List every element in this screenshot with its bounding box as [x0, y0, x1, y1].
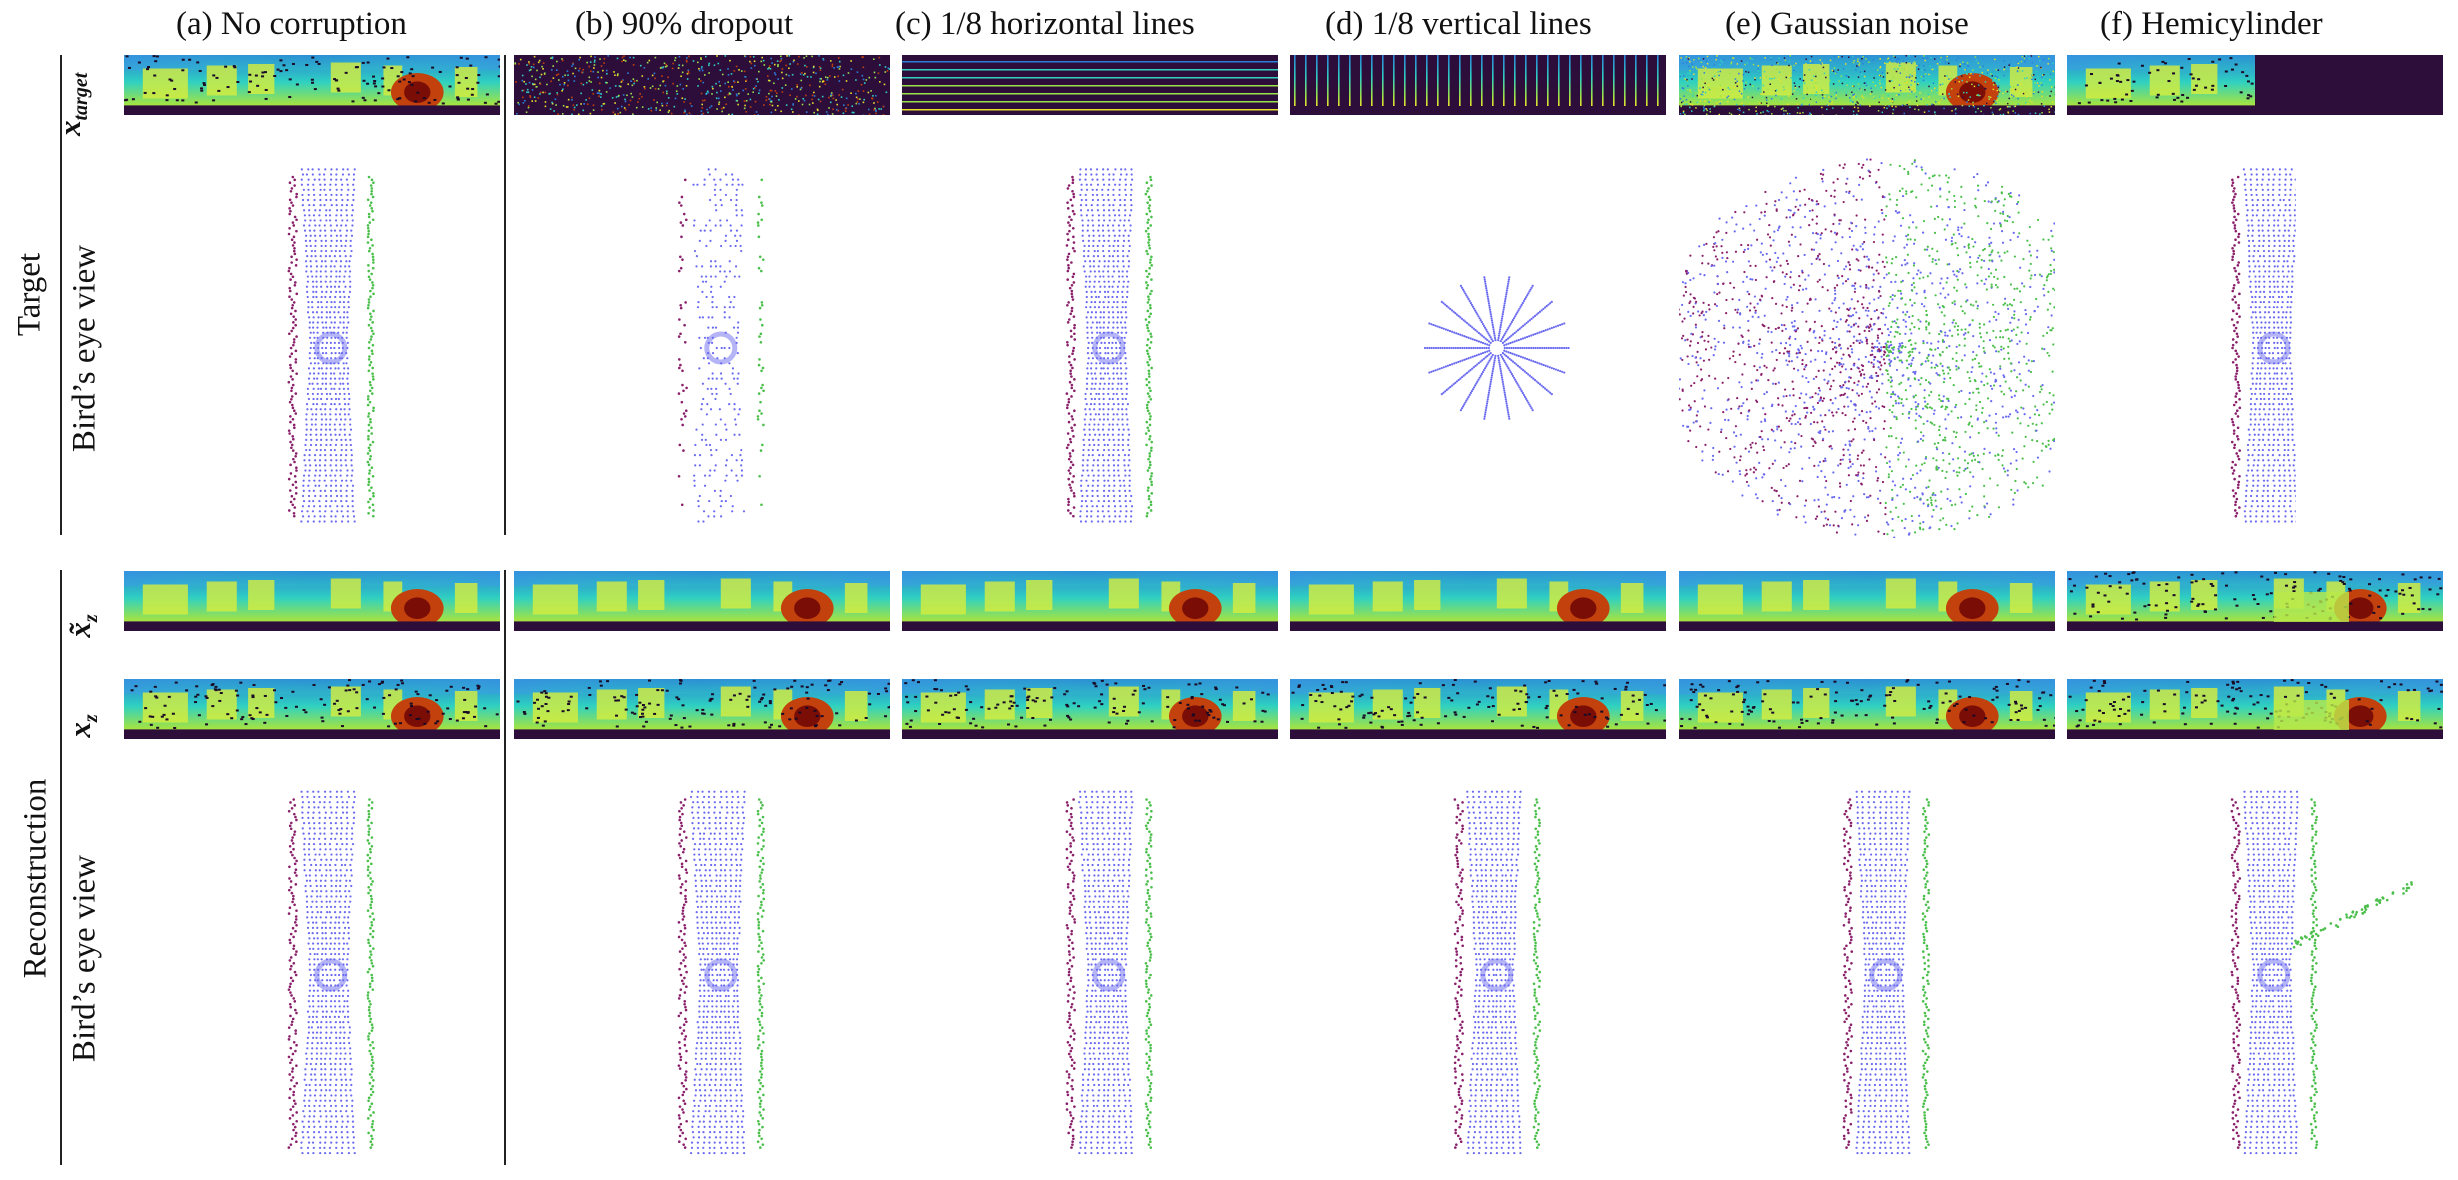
x-target-subscript: target — [70, 72, 93, 121]
range-image-xz-4 — [1679, 679, 2055, 739]
range-image-target-3 — [1290, 55, 1666, 115]
range-image-target-1 — [514, 55, 890, 115]
range-image-xz-5 — [2067, 679, 2443, 739]
range-image-tilde-1 — [514, 571, 890, 631]
range-image-tilde-4 — [1679, 571, 2055, 631]
bev-recon-3 — [1290, 780, 1666, 1170]
range-image-target-5 — [2067, 55, 2443, 115]
bev-target-4 — [1679, 158, 2055, 538]
x-tilde-subscript: z — [80, 614, 103, 623]
bev-target-5 — [2067, 158, 2443, 538]
range-image-xz-1 — [514, 679, 890, 739]
column-title-c: (c) 1/8 horizontal lines — [895, 6, 1195, 42]
divider-a — [504, 55, 506, 535]
row-label-x-z: xz — [62, 706, 102, 746]
x-tilde-symbol: x̃ — [62, 622, 97, 638]
divider-a-recon — [504, 570, 506, 1165]
bev-target-3 — [1290, 158, 1666, 538]
bev-recon-5 — [2067, 780, 2443, 1170]
range-image-target-2 — [902, 55, 1278, 115]
row-label-x-tilde-z: x̃z — [62, 606, 102, 646]
group-label-reconstruction: Reconstruction — [17, 778, 54, 979]
row-label-bev-target: Bird’s eye view — [66, 244, 103, 453]
range-image-tilde-5 — [2067, 571, 2443, 631]
row-label-x-target: xtarget — [52, 73, 92, 137]
bev-target-1 — [514, 158, 890, 538]
bracket-target — [60, 55, 62, 535]
range-image-xz-2 — [902, 679, 1278, 739]
range-image-tilde-2 — [902, 571, 1278, 631]
column-title-b: (b) 90% dropout — [575, 6, 794, 42]
column-title-f: (f) Hemicylinder — [2100, 6, 2323, 42]
x-z-symbol: x — [62, 722, 97, 738]
group-label-target: Target — [11, 252, 48, 337]
bev-recon-2 — [902, 780, 1278, 1170]
bev-target-2 — [902, 158, 1278, 538]
range-image-target-0 — [124, 55, 500, 115]
x-z-subscript: z — [80, 714, 103, 723]
row-label-bev-recon: Bird’s eye view — [66, 854, 103, 1063]
range-image-tilde-0 — [124, 571, 500, 631]
range-image-tilde-3 — [1290, 571, 1666, 631]
bracket-reconstruction — [60, 570, 62, 1165]
bev-recon-4 — [1679, 780, 2055, 1170]
bev-target-0 — [124, 158, 500, 538]
range-image-xz-3 — [1290, 679, 1666, 739]
range-image-target-4 — [1679, 55, 2055, 115]
bev-recon-1 — [514, 780, 890, 1170]
bev-recon-0 — [124, 780, 500, 1170]
x-target-symbol: x — [52, 120, 87, 137]
column-title-e: (e) Gaussian noise — [1725, 6, 1969, 42]
range-image-xz-0 — [124, 679, 500, 739]
column-title-d: (d) 1/8 vertical lines — [1325, 6, 1592, 42]
column-title-a: (a) No corruption — [176, 6, 407, 42]
